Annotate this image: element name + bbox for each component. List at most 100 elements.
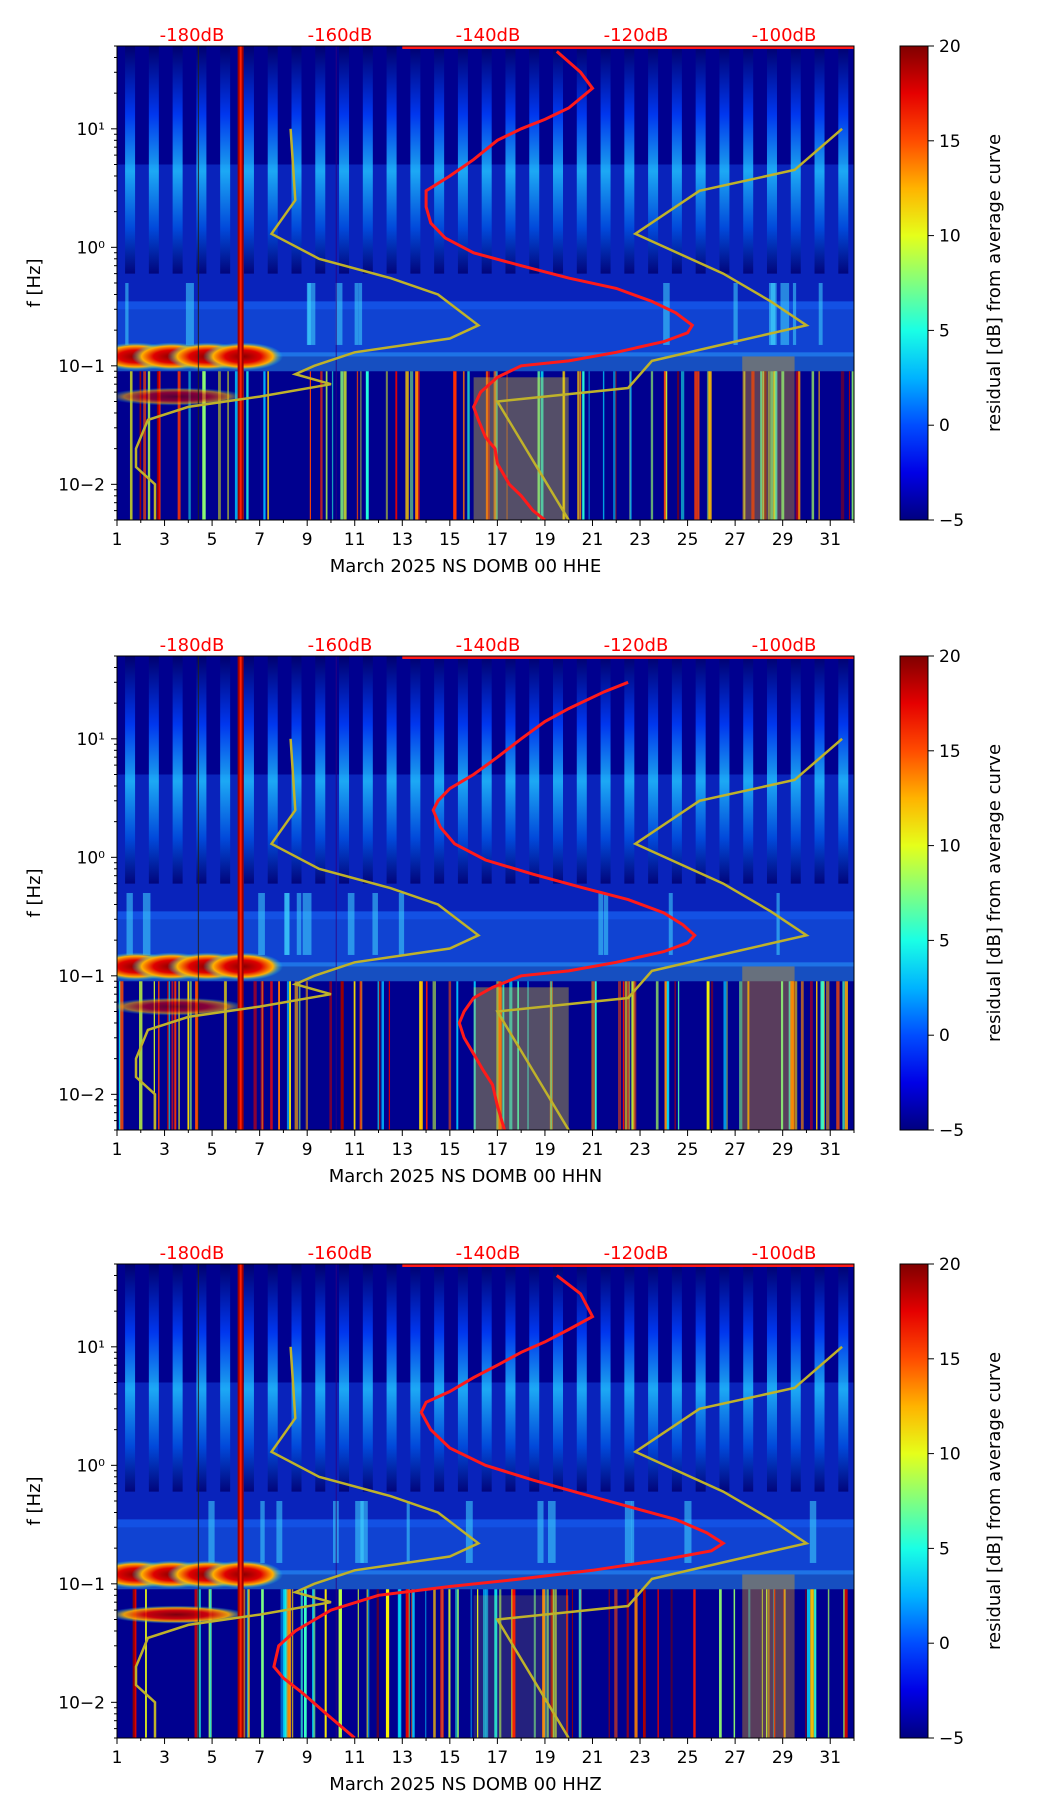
transient-spike [542, 1589, 545, 1738]
transient-spike [624, 981, 628, 1130]
db-scale-label: -140dB [456, 1243, 521, 1264]
x-tick-label: 31 [819, 1748, 841, 1768]
spectrogram-area [117, 656, 854, 1130]
daily-stripe [600, 656, 611, 884]
daily-stripe [457, 656, 468, 884]
x-tick-label: 9 [302, 1748, 313, 1768]
transient-spike [425, 981, 428, 1130]
x-tick-label: 25 [677, 1748, 699, 1768]
transient-spike [655, 981, 659, 1130]
colorbar-label: residual [dB] from average curve [984, 744, 1005, 1042]
transient-spike [120, 981, 124, 1130]
transient-spike [790, 981, 794, 1130]
transient-spike [397, 1589, 401, 1738]
transient-spike [263, 371, 266, 520]
db-scale-label: -180dB [160, 25, 225, 46]
x-tick-label: 3 [159, 530, 170, 550]
x-tick-label: 21 [582, 530, 604, 550]
transient-spike [134, 1589, 137, 1738]
transient-spike [261, 1589, 264, 1738]
plume [663, 283, 670, 345]
daily-stripe [553, 46, 564, 274]
transient-spike [843, 1589, 845, 1738]
transient-spike [812, 1589, 814, 1738]
transient-spike [381, 981, 384, 1130]
transient-spike [419, 981, 423, 1130]
transient-spike [800, 981, 804, 1130]
x-tick-label: 31 [819, 1140, 841, 1160]
daily-stripe [838, 1264, 849, 1492]
transient-spike [321, 371, 323, 520]
transient-spike [331, 371, 334, 520]
transient-spike [775, 371, 778, 520]
y-tick-label: 10−2 [58, 1693, 105, 1713]
transient-spike [485, 371, 489, 520]
transient-spike [591, 981, 595, 1130]
db-scale-label: -100dB [752, 635, 817, 656]
transient-spike [248, 1589, 250, 1738]
transient-spike [188, 371, 191, 520]
transient-spike [367, 1589, 370, 1738]
daily-stripe [267, 656, 278, 884]
colorbar-tick-label: 0 [939, 1634, 950, 1654]
transient-spike [329, 981, 332, 1130]
db-scale-label: -100dB [752, 25, 817, 46]
transient-spike [546, 1589, 549, 1738]
transient-spike [642, 1589, 646, 1738]
x-axis-label: March 2025 NS DOMB 00 HHZ [329, 1774, 601, 1795]
transient-spike [627, 981, 630, 1130]
x-tick-label: 7 [254, 1140, 265, 1160]
transient-spike [194, 1589, 198, 1738]
transient-spike [794, 981, 798, 1130]
y-tick-label: 10−2 [58, 1085, 105, 1105]
nlnm-curve [134, 738, 481, 1130]
transient-spike [432, 981, 436, 1130]
y-tick-label: 10−2 [58, 475, 105, 495]
plume [354, 283, 359, 345]
db-scale-label: -180dB [160, 635, 225, 656]
transient-spike [448, 981, 452, 1130]
transient-spike [533, 1589, 536, 1738]
daily-stripe [291, 1264, 302, 1492]
instrument-glitch-line [239, 1264, 242, 1738]
transient-spike [851, 371, 854, 520]
transient-spike [340, 981, 344, 1130]
transient-spike [826, 981, 830, 1130]
daily-stripe [814, 46, 825, 274]
daily-stripe [315, 656, 326, 884]
plume [776, 893, 780, 955]
transient-spike [814, 1589, 817, 1738]
plume [258, 893, 265, 955]
daily-stripe [339, 656, 350, 884]
colorbar-tick-label: 5 [939, 321, 950, 341]
y-axis-label: f [Hz] [24, 868, 45, 917]
daily-stripe [719, 656, 730, 884]
transient-spike [366, 1589, 368, 1738]
daily-stripe [457, 46, 468, 274]
colorbar-tick-label: −5 [939, 1729, 964, 1749]
transient-spike [594, 981, 597, 1130]
daily-stripe [267, 1264, 278, 1492]
transient-spike [810, 1589, 814, 1738]
nhnm-curve [495, 737, 843, 1130]
transient-spike [487, 371, 490, 520]
daily-stripe [814, 656, 825, 884]
daily-stripe [624, 46, 635, 274]
transient-spike [602, 371, 605, 520]
transient-spike [795, 371, 799, 520]
transient-spike [284, 1589, 288, 1738]
transient-spike [218, 371, 221, 520]
transient-spike [407, 1589, 411, 1738]
plume [733, 283, 738, 345]
transient-spike [767, 1589, 770, 1738]
daily-stripe [410, 656, 421, 884]
plume [684, 1501, 692, 1563]
transient-spike [195, 981, 199, 1130]
daily-stripe [410, 1264, 421, 1492]
energy-band [473, 1595, 569, 1738]
plume [296, 893, 302, 955]
daily-stripe [339, 46, 350, 274]
transient-spike [202, 371, 206, 520]
x-tick-label: 11 [344, 530, 366, 550]
transient-spike [174, 981, 177, 1130]
